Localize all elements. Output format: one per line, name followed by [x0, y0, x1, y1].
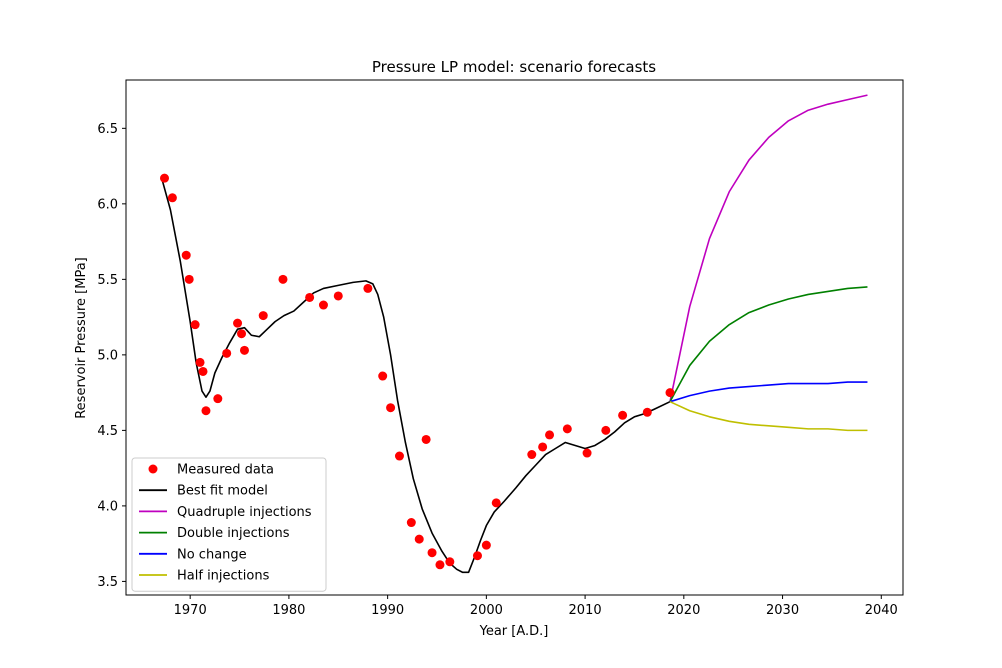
data-point — [201, 406, 211, 416]
data-point — [160, 173, 169, 183]
legend-label: Measured data — [177, 463, 274, 478]
data-point — [445, 557, 455, 567]
x-tick-label: 2030 — [766, 603, 799, 618]
series-line-0 — [161, 180, 671, 574]
data-point — [195, 357, 205, 367]
data-point — [427, 548, 437, 558]
y-axis-label: Reservoir Pressure [MPa] — [74, 257, 89, 419]
data-point — [491, 498, 501, 508]
data-point — [305, 292, 315, 302]
data-point — [472, 551, 482, 561]
legend-label: No change — [177, 547, 247, 562]
data-point — [481, 540, 491, 550]
x-tick-label: 2010 — [569, 603, 602, 618]
chart-title: Pressure LP model: scenario forecasts — [372, 58, 656, 76]
series-line-1 — [669, 94, 868, 402]
x-axis-label: Year [A.D.] — [479, 624, 549, 639]
y-tick-label: 3.5 — [97, 575, 118, 590]
data-point — [538, 442, 548, 452]
data-point — [435, 560, 445, 570]
legend-label: Quadruple injections — [177, 505, 312, 520]
data-point — [421, 434, 431, 444]
series-line-2 — [669, 286, 868, 403]
series-line-4 — [669, 400, 868, 432]
data-point — [527, 450, 537, 460]
x-tick-label: 1970 — [174, 603, 207, 618]
y-tick-label: 5.5 — [97, 273, 118, 288]
data-point — [378, 371, 388, 381]
data-point — [562, 424, 572, 434]
x-tick-label: 1990 — [371, 603, 404, 618]
data-point — [318, 300, 328, 310]
data-point — [198, 366, 208, 376]
data-point — [222, 348, 232, 358]
x-tick-label: 2000 — [470, 603, 503, 618]
plot-area — [125, 79, 904, 596]
data-point — [665, 388, 675, 398]
data-point — [545, 430, 555, 440]
data-point — [181, 250, 191, 260]
data-point — [233, 318, 243, 328]
x-axis: 1970 1980 1990 2000 2010 2020 2030 2040 — [174, 595, 898, 618]
data-point — [333, 291, 343, 301]
legend-label: Half injections — [177, 569, 270, 584]
y-tick-label: 6.5 — [97, 122, 118, 137]
data-point — [582, 448, 592, 458]
data-point — [642, 407, 652, 417]
data-point — [167, 193, 177, 203]
data-point — [406, 518, 416, 528]
data-point — [601, 425, 611, 435]
data-point — [237, 329, 247, 339]
y-axis: 3.5 4.0 4.5 5.0 5.5 6.0 6.5 — [97, 122, 126, 590]
data-point — [278, 274, 288, 284]
data-point — [213, 394, 223, 404]
x-tick-label: 2040 — [865, 603, 898, 618]
data-point — [414, 534, 424, 544]
data-point — [190, 320, 200, 330]
series-line-3 — [669, 381, 868, 403]
y-tick-label: 5.0 — [97, 348, 118, 363]
legend-label: Best fit model — [177, 484, 268, 499]
y-tick-label: 6.0 — [97, 197, 118, 212]
plot-frame — [125, 79, 904, 596]
data-point — [394, 451, 404, 461]
y-tick-label: 4.0 — [97, 499, 118, 514]
x-tick-label: 1980 — [272, 603, 305, 618]
legend: Measured data Best fit model Quadruple inj… — [131, 457, 327, 592]
y-tick-label: 4.5 — [97, 424, 118, 439]
legend-box — [131, 457, 327, 592]
data-point — [184, 274, 194, 284]
data-point — [363, 283, 373, 293]
data-point — [258, 311, 268, 321]
x-tick-label: 2020 — [667, 603, 700, 618]
data-point — [386, 403, 396, 413]
legend-marker — [148, 464, 158, 474]
data-point — [239, 345, 249, 355]
data-point — [618, 410, 628, 420]
legend-label: Double injections — [177, 526, 290, 541]
